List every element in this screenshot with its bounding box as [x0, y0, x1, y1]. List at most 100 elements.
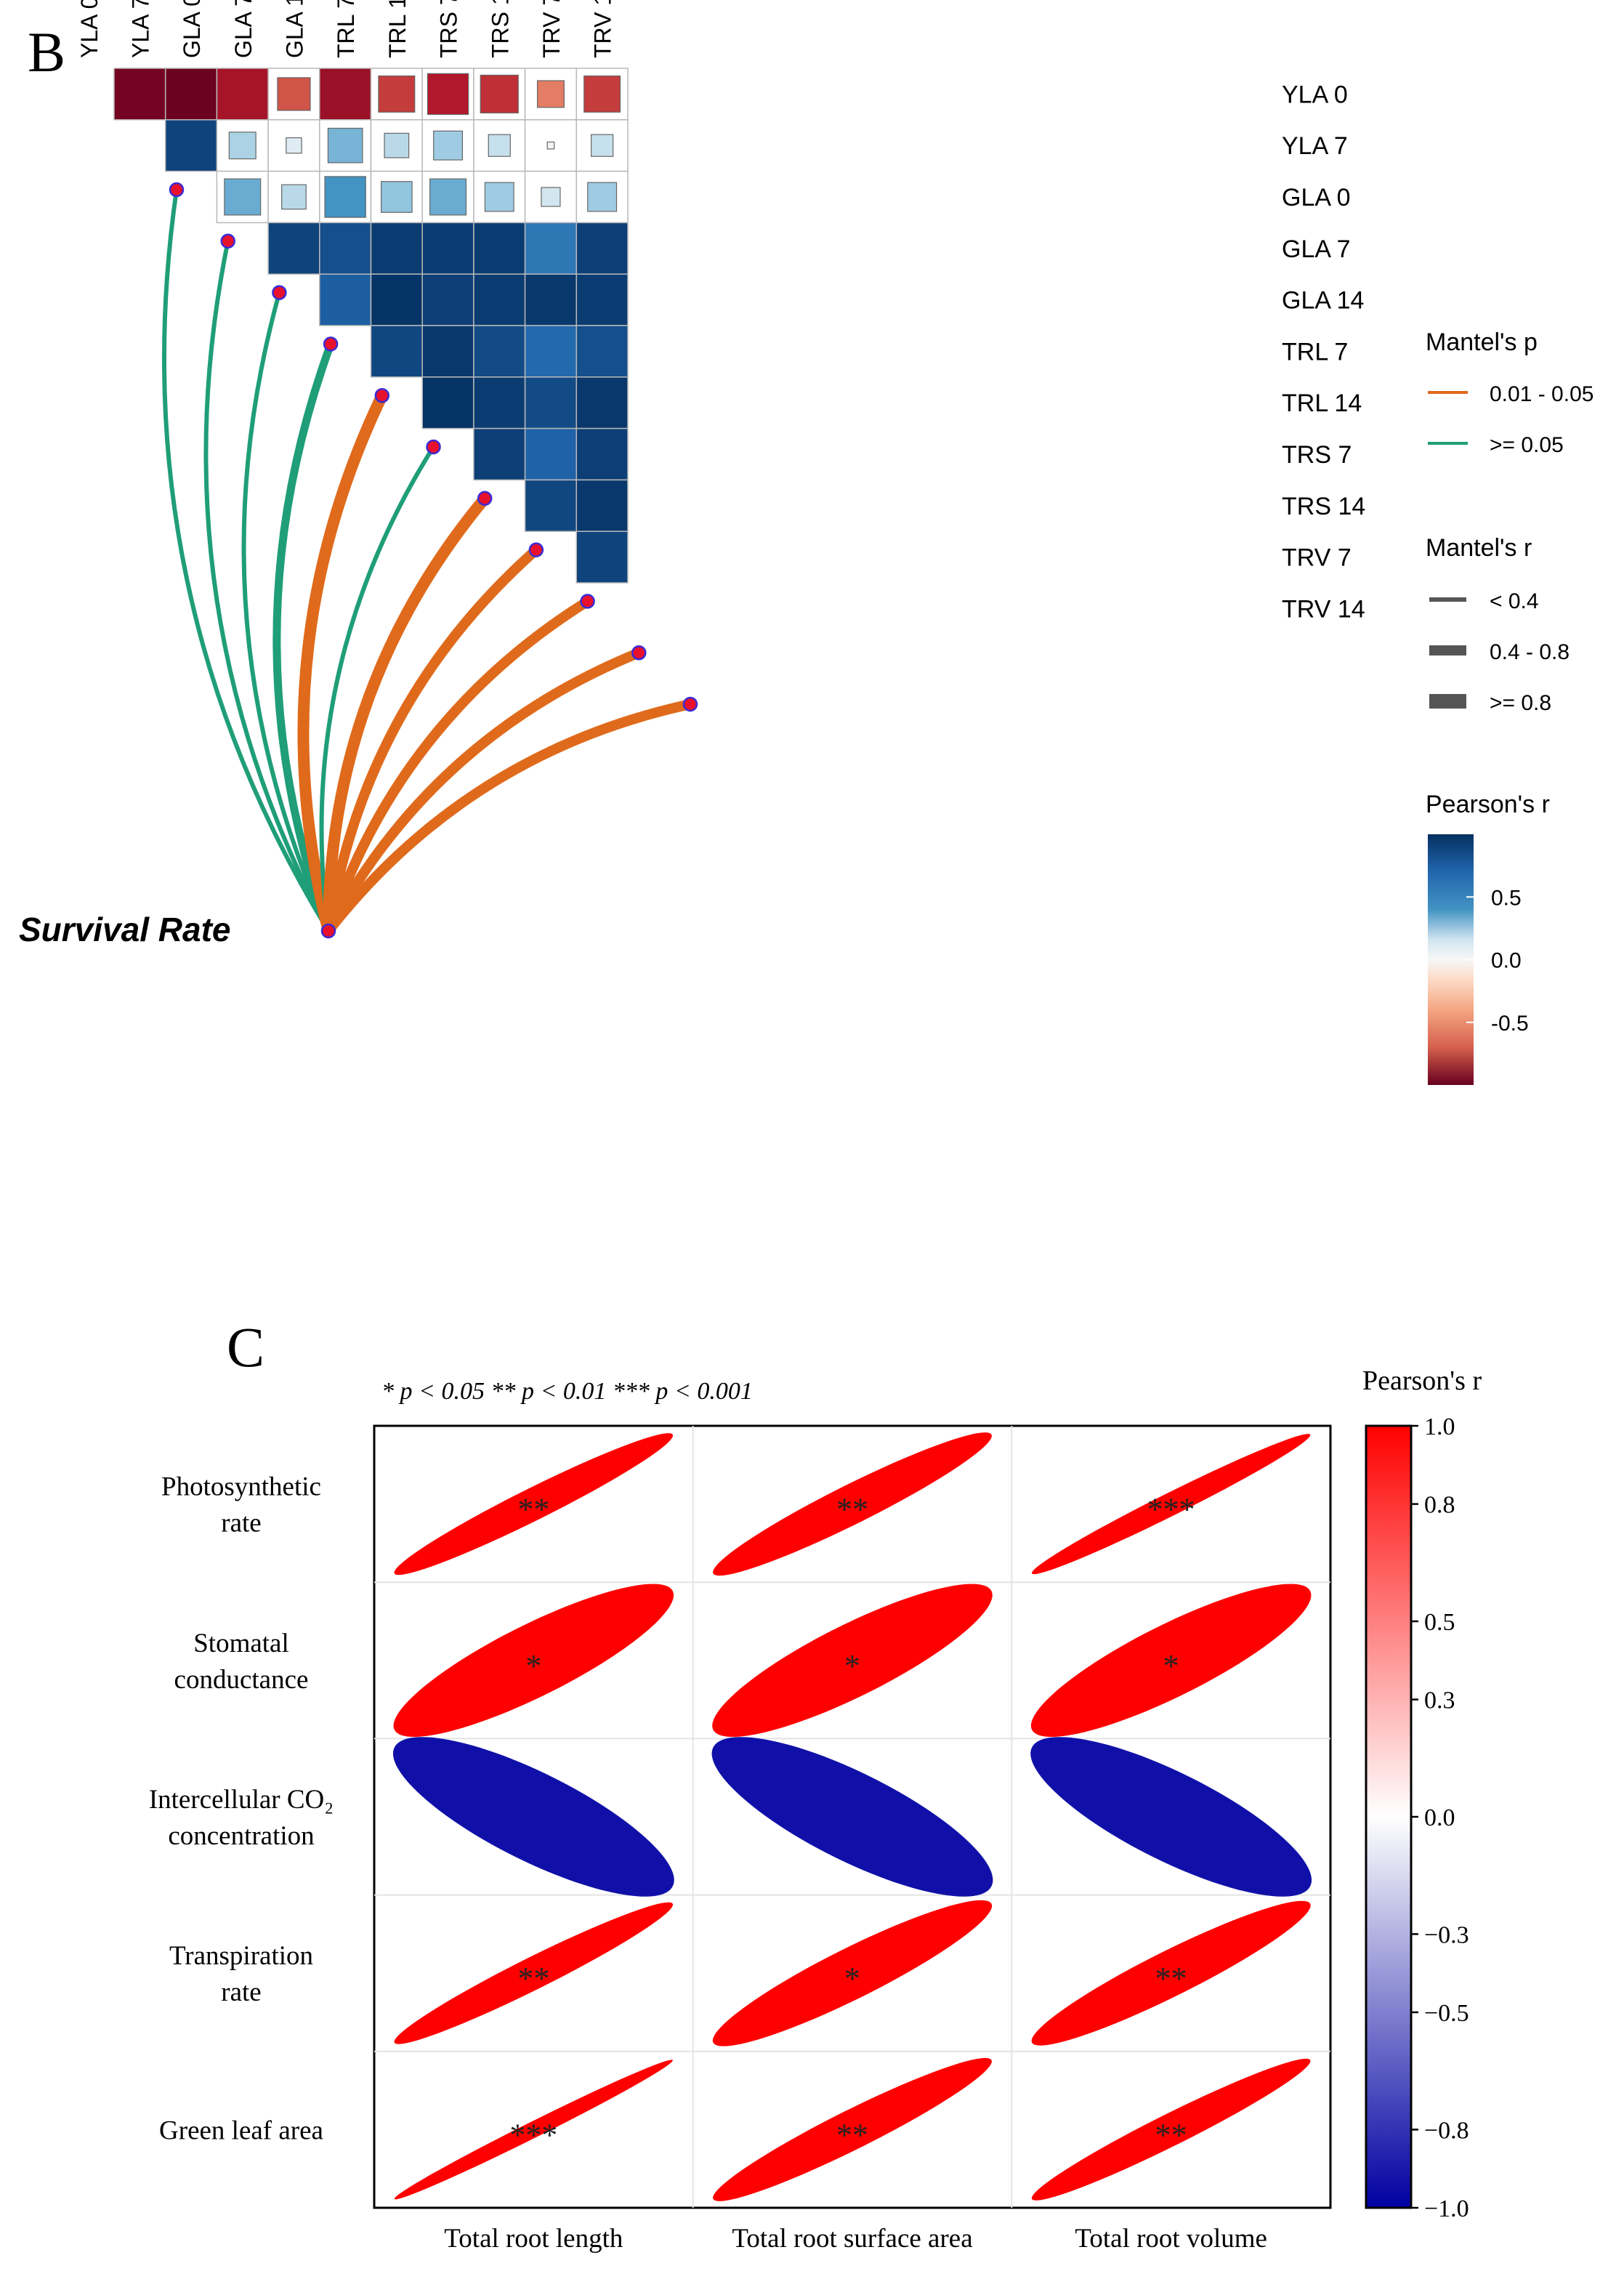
- col-label: YLA 7: [127, 0, 153, 58]
- mantel-link-GLA0: [241, 290, 331, 933]
- c-col-label: Total root surface area: [732, 2224, 972, 2254]
- cell-mark-YLA7-GLA7: [228, 132, 256, 160]
- significance-mark: **: [836, 2117, 868, 2153]
- col-label: TRL 7: [333, 0, 359, 58]
- cell-GLA14-TRL7: [319, 273, 372, 326]
- row-label: GLA 14: [1282, 287, 1364, 315]
- c-row-label: Green leaf area: [159, 2115, 323, 2145]
- significance-mark: **: [836, 1492, 868, 1528]
- pearson-c-tick-label: 0.3: [1424, 1687, 1455, 1714]
- mantel-node-TRS14: [580, 594, 595, 609]
- ellipse-mark: [712, 1900, 993, 2046]
- significance-mark: **: [1155, 2117, 1187, 2153]
- pearson-c-ticks: 1.0 0.8 0.5 0.3 0.0 −0.3 −0.5 −0.8 −1.0: [1411, 1413, 1469, 2222]
- cell-TRS7-TRV7: [524, 427, 578, 481]
- row-label: GLA 0: [1282, 184, 1351, 211]
- cell-YLA7-GLA0: [164, 119, 218, 172]
- c-col-label: Total root volume: [1075, 2224, 1267, 2254]
- cell-YLA0-GLA0: [164, 68, 218, 121]
- cell-mark-GLA0-TRS7: [429, 178, 467, 216]
- cell-mark-YLA7-TRV7: [546, 141, 555, 150]
- pearson-c-tick-label: −0.8: [1424, 2117, 1469, 2144]
- cell-mark-YLA7-GLA14: [286, 137, 302, 154]
- mantel-p-title: Mantel's p: [1426, 328, 1538, 356]
- ellipse-mark: [1030, 1584, 1312, 1738]
- significance-mark: *: [1163, 1648, 1179, 1684]
- cell-mark-YLA0-GLA14: [277, 77, 311, 111]
- c-col-label: Total root length: [444, 2224, 623, 2254]
- pearson-c-tick-label: −0.5: [1424, 2000, 1469, 2027]
- c-row-label: Stomatal: [193, 1629, 289, 1658]
- row-labels: YLA 0 YLA 7 GLA 0 GLA 7 GLA 14 TRL 7 TRL 14 TRS…: [1282, 81, 1365, 623]
- significance-mark: **: [517, 1492, 549, 1528]
- pearson-c-tick-label: 1.0: [1424, 1413, 1455, 1440]
- ellipse-mark: [393, 1584, 674, 1738]
- ellipse-mark: [713, 1432, 992, 1576]
- cell-YLA0-YLA7: [113, 68, 166, 121]
- pearson-b-title: Pearson's r: [1426, 791, 1550, 818]
- cell-GLA7-TRL14: [370, 222, 423, 275]
- cell-mark-GLA0-TRV7: [541, 187, 561, 207]
- pearson-c-title: Pearson's r: [1362, 1366, 1482, 1396]
- cell-TRL14-TRS14: [473, 376, 526, 429]
- cell-TRS14-TRV14: [575, 479, 629, 532]
- col-label: GLA 7: [230, 0, 256, 58]
- mantel-link-TRL7: [319, 445, 436, 933]
- cell-GLA14-TRL14: [370, 273, 423, 326]
- mantel-link-GLA7: [272, 339, 335, 935]
- pearson-c-tick-label: 0.0: [1424, 1804, 1455, 1831]
- c-row-label: Transpiration: [169, 1941, 313, 1971]
- c-row-label: Intercellular CO₂: [149, 1785, 334, 1815]
- mantel-p-sig-label: 0.01 - 0.05: [1490, 382, 1593, 406]
- panel-b-legend: Mantel's p 0.01 - 0.05 >= 0.05 Mantel's …: [1426, 328, 1593, 1085]
- col-label: TRS 7: [436, 0, 462, 58]
- ellipse-mark: [713, 2057, 992, 2201]
- mantel-link-TRL14: [323, 492, 491, 937]
- cell-GLA7-TRL7: [319, 222, 372, 275]
- significance-mark: *: [844, 1648, 860, 1684]
- cell-GLA14-TRS14: [473, 273, 526, 326]
- pearson-b-tick-label: 0.0: [1491, 949, 1522, 973]
- panel-b-label: B: [28, 20, 65, 84]
- col-label: TRV 14: [590, 0, 616, 58]
- cell-TRS7-TRV14: [575, 427, 629, 481]
- mantel-node-TRV7: [631, 645, 647, 661]
- panel-c: C * p < 0.05 ** p < 0.01 *** p < 0.001 *…: [149, 1315, 1482, 2254]
- mantel-links: [161, 187, 695, 937]
- col-label: TRS 14: [487, 0, 513, 58]
- ellipse-mark: [394, 1902, 674, 2044]
- significance-mark: **: [1155, 1961, 1187, 1996]
- mantel-p-ns-label: >= 0.05: [1490, 433, 1564, 457]
- cell-TRS14-TRV7: [524, 479, 578, 532]
- cell-GLA14-TRV14: [575, 273, 629, 326]
- mantel-link-TRV7: [323, 648, 645, 936]
- cell-mark-YLA7-TRS7: [433, 130, 464, 161]
- mantel-link-TRV14: [323, 699, 695, 936]
- cell-TRV7-TRV14: [575, 531, 629, 584]
- c-row-label: rate: [221, 1509, 261, 1538]
- row-label: TRV 14: [1282, 595, 1365, 623]
- cell-YLA7-TRV14: [575, 119, 629, 172]
- cell-GLA0-TRV14: [575, 170, 629, 224]
- cell-YLA0-GLA7: [216, 68, 269, 121]
- mantel-node-TRL14: [477, 491, 493, 507]
- cell-mark-GLA0-TRL14: [381, 181, 413, 213]
- significance-mark: **: [517, 1961, 549, 1996]
- significance-mark: ***: [1147, 1492, 1195, 1528]
- mantel-link-YLA0: [161, 187, 331, 933]
- panel-c-label: C: [227, 1315, 264, 1379]
- row-label: YLA 0: [1282, 81, 1348, 108]
- cell-TRL7-TRV7: [524, 325, 578, 378]
- col-label: TRL 14: [384, 0, 411, 58]
- correlation-grid: [113, 68, 629, 584]
- ellipse-mark: [1031, 2058, 1311, 2201]
- col-label: YLA 0: [76, 0, 102, 58]
- mantel-node-TRL7: [426, 439, 441, 455]
- mantel-node-YLA7: [220, 233, 235, 249]
- mantel-node-GLA14: [374, 387, 390, 403]
- pearson-b-tick-label: 0.5: [1491, 886, 1522, 910]
- cell-TRL14-TRV7: [524, 376, 578, 429]
- cell-GLA7-TRV7: [524, 222, 578, 275]
- row-label: GLA 7: [1282, 235, 1351, 263]
- cell-mark-GLA0-TRV14: [587, 182, 618, 212]
